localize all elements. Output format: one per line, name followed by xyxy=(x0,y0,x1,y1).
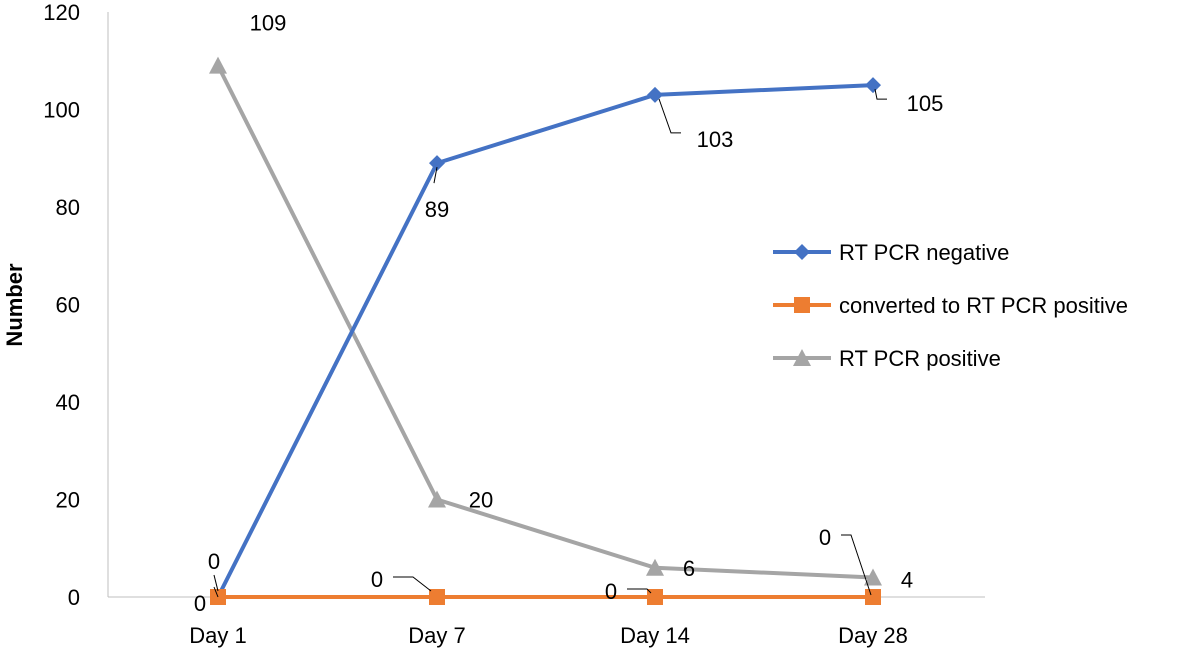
triangle-marker xyxy=(646,558,664,576)
data-label: 20 xyxy=(469,488,493,513)
data-label: 0 xyxy=(605,579,617,604)
x-tick-label: Day 14 xyxy=(620,623,690,648)
legend-item: RT PCR negative xyxy=(773,240,1009,265)
series-line xyxy=(216,83,874,598)
data-label: 103 xyxy=(697,127,734,152)
label-leader-line xyxy=(433,167,438,184)
series-converted-to-rt-pcr-positive xyxy=(210,589,881,605)
label-leader-line xyxy=(658,98,681,134)
legend-label: converted to RT PCR positive xyxy=(839,293,1128,318)
y-tick-label: 0 xyxy=(68,585,80,610)
square-marker xyxy=(794,297,810,313)
legend: RT PCR negative converted to RT PCR posit… xyxy=(773,240,1128,371)
y-tick-label: 80 xyxy=(56,195,80,220)
label-leader-line xyxy=(874,89,887,100)
diamond-marker xyxy=(647,86,663,103)
x-tick-label: Day 28 xyxy=(838,623,908,648)
data-label: 105 xyxy=(907,91,944,116)
triangle-marker xyxy=(209,56,227,74)
label-leader-line xyxy=(841,534,872,596)
data-label: 6 xyxy=(683,556,695,581)
x-tick-label: Day 7 xyxy=(408,623,465,648)
y-axis-title: Number xyxy=(2,263,27,347)
label-leader-line xyxy=(213,574,219,592)
y-tick-label: 20 xyxy=(56,488,80,513)
label-leader-line xyxy=(213,586,219,598)
data-label: 89 xyxy=(425,197,449,222)
triangle-marker xyxy=(793,349,811,366)
label-leader-line xyxy=(393,576,432,592)
data-label: 0 xyxy=(371,567,383,592)
series-rt-pcr-negative xyxy=(210,77,881,605)
diamond-marker xyxy=(794,244,810,260)
legend-item: RT PCR positive xyxy=(773,346,1001,371)
diamond-marker xyxy=(865,77,881,94)
legend-label: RT PCR negative xyxy=(839,240,1009,265)
y-tick-label: 40 xyxy=(56,390,80,415)
legend-label: RT PCR positive xyxy=(839,346,1001,371)
y-tick-label: 100 xyxy=(43,98,80,123)
label-leader-line xyxy=(627,588,652,594)
x-tick-label: Day 1 xyxy=(189,623,246,648)
legend-item: converted to RT PCR positive xyxy=(773,293,1128,318)
data-label: 4 xyxy=(901,568,913,593)
data-label: 0 xyxy=(194,591,206,616)
data-label: 109 xyxy=(250,11,287,36)
diamond-marker xyxy=(429,155,445,172)
square-marker xyxy=(865,589,881,605)
series-rt-pcr-positive xyxy=(209,56,882,586)
y-tick-label: 120 xyxy=(43,0,80,25)
series-lines xyxy=(209,56,882,605)
y-tick-label: 60 xyxy=(56,293,80,318)
triangle-marker xyxy=(864,568,882,586)
square-marker xyxy=(429,589,445,605)
data-label: 0 xyxy=(819,525,831,550)
series-line xyxy=(216,64,874,580)
triangle-marker xyxy=(428,490,446,508)
data-label: 0 xyxy=(208,549,220,574)
